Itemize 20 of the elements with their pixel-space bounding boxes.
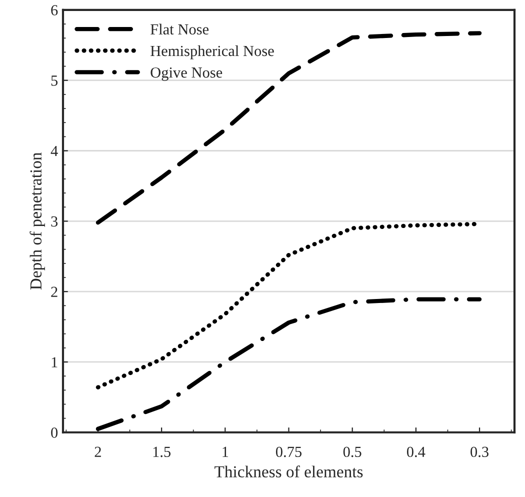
x-axis-title: Thickness of elements: [214, 466, 363, 478]
legend-label: Hemispherical Nose: [150, 45, 274, 60]
legend-label: Ogive Nose: [150, 67, 222, 81]
y-axis-title: Depth of penetration: [30, 152, 45, 290]
y-tick-label: 2: [51, 286, 58, 297]
y-tick-label: 3: [51, 216, 58, 227]
y-tick-label: 1: [52, 357, 58, 368]
x-tick-label: 0.4: [406, 446, 426, 458]
y-tick-label: 6: [51, 5, 58, 16]
x-tick-label: 1.5: [153, 446, 171, 458]
line-series: [96, 297, 482, 431]
x-tick-label: 1: [222, 446, 228, 457]
x-tick-label: 0.5: [343, 446, 362, 458]
x-tick-label: 0.75: [276, 446, 302, 458]
x-tick-label: 0.3: [470, 446, 488, 458]
y-tick-label: 5: [51, 76, 58, 86]
y-tick-label: 4: [50, 146, 58, 156]
x-tick-label: 2: [94, 446, 101, 457]
y-tick-label: 0: [51, 428, 58, 438]
legend-label: Flat Nose: [150, 24, 209, 35]
